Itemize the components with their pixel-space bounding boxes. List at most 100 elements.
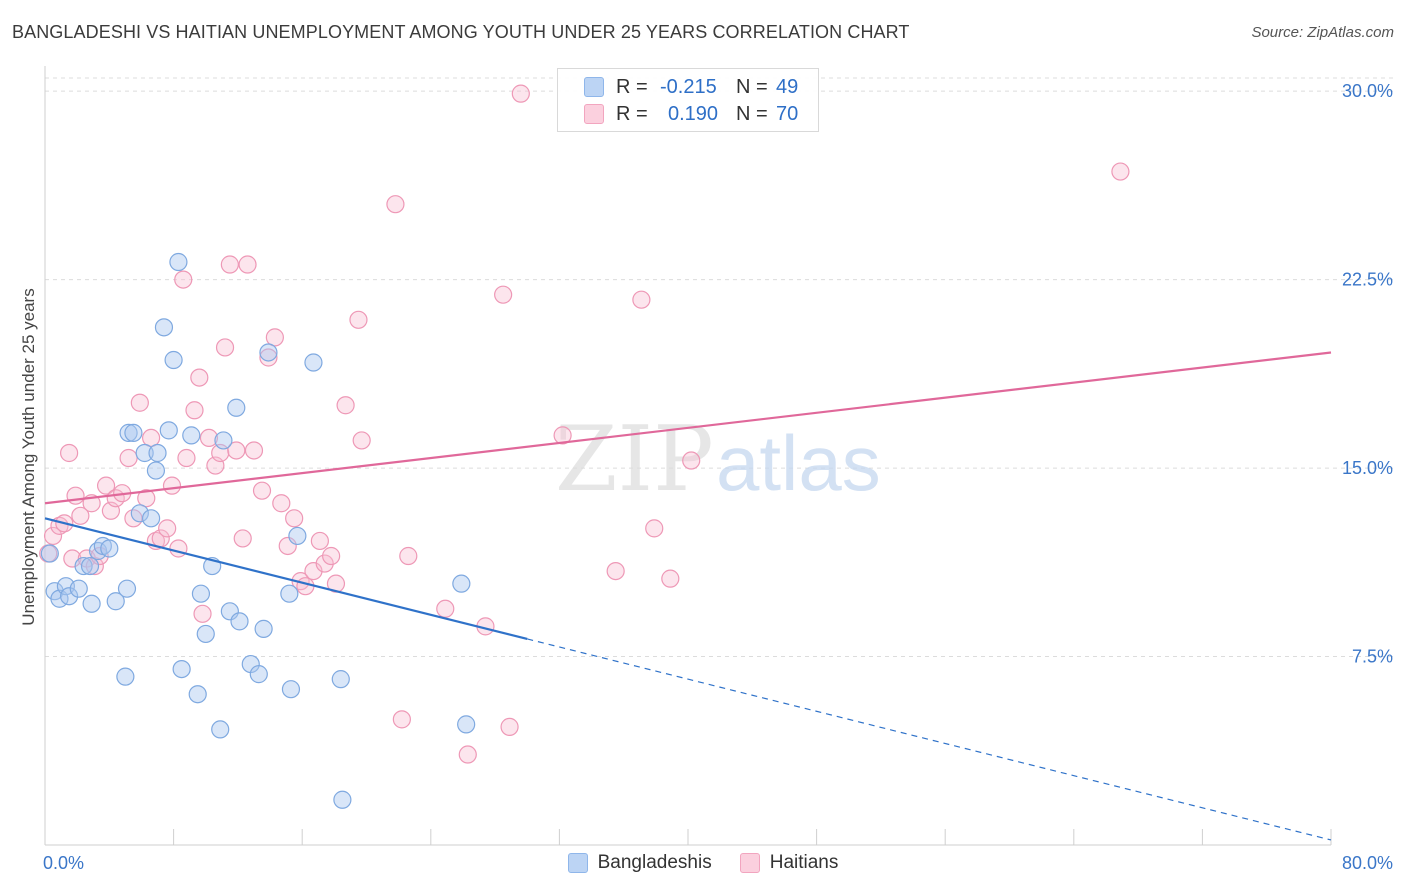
bangladeshis-point-18 <box>135 443 154 463</box>
legend-swatch-haitians <box>739 853 760 873</box>
haitians-point-64 <box>511 84 530 103</box>
bangladeshis-point-36 <box>230 612 249 631</box>
bangladeshis-point-6 <box>74 556 93 576</box>
bangladeshis-point-30 <box>196 624 215 644</box>
bangladeshis-trend-line <box>44 517 528 641</box>
haitians-point-47 <box>296 577 315 596</box>
haitians-point-71 <box>1111 162 1130 181</box>
bangladeshis-point-48 <box>457 715 476 734</box>
haitians-point-24 <box>162 476 182 495</box>
haitians-point-18 <box>130 393 149 412</box>
legend-r-value: 0.190 <box>668 102 719 125</box>
y-tick-label-0: 7.5% <box>1352 647 1393 667</box>
bangladeshis-point-39 <box>254 619 273 638</box>
haitians-point-55 <box>349 310 368 329</box>
haitians-point-4 <box>60 443 79 463</box>
bangladeshis-point-8 <box>82 594 101 613</box>
legend-swatch-bangladeshis <box>567 853 588 873</box>
haitians-point-23 <box>158 519 177 538</box>
legend-row-bangladeshis: R = -0.215 N = 49 <box>584 74 798 100</box>
haitians-point-27 <box>177 448 196 468</box>
haitians-point-54 <box>352 431 371 450</box>
bangladeshis-point-25 <box>169 252 188 272</box>
bangladeshis-point-11 <box>100 539 119 558</box>
haitians-point-70 <box>682 451 701 470</box>
bangladeshis-point-44 <box>304 353 323 372</box>
trend-lines <box>44 351 1332 841</box>
haitians-point-25 <box>169 539 188 558</box>
haitians-point-36 <box>227 441 246 460</box>
haitians-point-39 <box>244 441 264 460</box>
bangladeshis-point-32 <box>211 720 230 739</box>
bangladeshis-point-4 <box>60 587 79 606</box>
haitians-point-59 <box>436 599 455 618</box>
haitians-point-62 <box>494 285 513 304</box>
haitians-point-30 <box>193 604 212 623</box>
bangladeshis-trend-line-extension <box>527 638 1332 841</box>
bangladeshis-point-0 <box>40 544 59 563</box>
haitians-point-29 <box>190 368 209 387</box>
bangladeshis-point-5 <box>69 579 88 598</box>
legend-label-haitians: Haitians <box>769 852 839 873</box>
legend-n-label: N = <box>736 102 768 125</box>
legend-n-value: 49 <box>776 75 799 98</box>
bangladeshis-point-38 <box>249 665 268 684</box>
y-tick-label-1: 15.0% <box>1342 458 1393 478</box>
bangladeshis-point-45 <box>331 670 350 689</box>
bangladeshis-point-35 <box>227 398 246 417</box>
haitians-point-65 <box>553 426 572 445</box>
watermark-atlas: atlas <box>716 419 881 507</box>
haitians-point-63 <box>500 717 519 736</box>
bangladeshis-point-16 <box>124 423 143 442</box>
haitians-point-26 <box>174 270 193 289</box>
haitians-points <box>39 84 1130 764</box>
legend-row-haitians: R = 0.190 N = 70 <box>584 101 798 127</box>
haitians-point-16 <box>119 448 138 468</box>
haitians-point-68 <box>645 519 664 538</box>
bangladeshis-point-28 <box>188 685 207 704</box>
legend-item-haitians: Haitians <box>739 852 839 874</box>
bangladeshis-point-24 <box>164 350 183 370</box>
bangladeshis-point-40 <box>259 343 278 362</box>
haitians-point-20 <box>141 428 161 448</box>
bangladeshis-point-47 <box>452 574 471 593</box>
haitians-point-6 <box>66 486 85 505</box>
y-tick-labels: 7.5% 15.0% 22.5% 30.0% <box>1342 81 1393 666</box>
bangladeshis-point-21 <box>148 443 167 463</box>
correlation-legend: R = -0.215 N = 49 R = 0.190 N = 70 <box>557 68 819 132</box>
bangladeshis-point-9 <box>88 541 108 561</box>
bangladeshis-point-33 <box>214 431 233 450</box>
haitians-point-43 <box>272 494 291 513</box>
haitians-point-49 <box>310 531 329 551</box>
haitians-point-28 <box>185 401 204 420</box>
bangladeshis-point-23 <box>159 421 178 440</box>
legend-n-label: N = <box>736 75 768 98</box>
bangladeshis-point-41 <box>280 584 299 603</box>
legend-item-bangladeshis: Bangladeshis <box>567 852 712 874</box>
legend-swatch-pink <box>584 104 604 124</box>
bangladeshis-point-27 <box>182 426 201 445</box>
y-tick-label-3: 30.0% <box>1342 81 1393 101</box>
haitians-point-35 <box>220 255 239 274</box>
bangladeshis-point-17 <box>130 504 149 523</box>
haitians-point-37 <box>233 529 252 548</box>
haitians-point-51 <box>322 546 341 566</box>
bangladeshis-point-20 <box>146 461 166 480</box>
series-legend: Bangladeshis Haitians <box>0 852 1406 874</box>
haitians-point-31 <box>199 428 219 448</box>
haitians-point-56 <box>386 195 405 214</box>
bangladeshis-point-19 <box>141 509 161 528</box>
x-tick-label-max: 80.0% <box>1342 853 1393 873</box>
haitians-point-45 <box>285 509 304 528</box>
haitians-point-60 <box>458 745 477 764</box>
legend-r-value: -0.215 <box>660 75 717 98</box>
bangladeshis-point-29 <box>191 584 211 603</box>
haitians-point-12 <box>96 476 116 495</box>
y-axis-label: Unemployment Among Youth under 25 years <box>19 288 38 625</box>
bangladeshis-point-7 <box>80 556 100 576</box>
haitians-point-19 <box>137 489 156 508</box>
legend-label-bangladeshis: Bangladeshis <box>597 852 712 873</box>
bangladeshis-points <box>40 252 476 809</box>
x-tick-label-min: 0.0% <box>43 853 84 873</box>
